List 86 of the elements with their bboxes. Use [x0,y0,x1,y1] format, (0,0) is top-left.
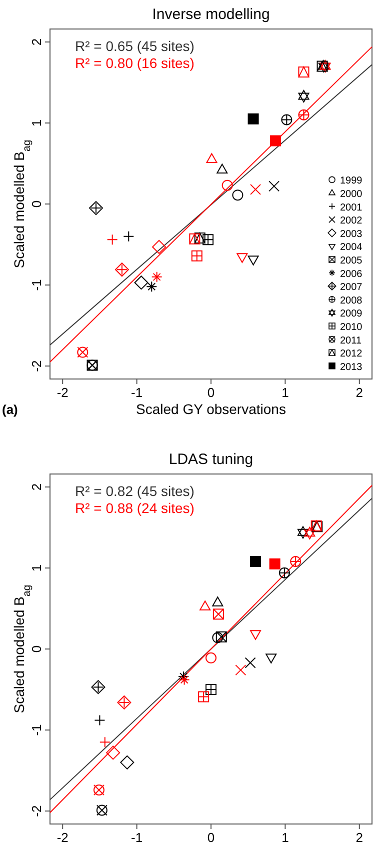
y-tick-label: 2 [29,483,44,491]
x-tick-label: 2 [356,385,364,400]
x-tick-label: 0 [207,385,215,400]
legend-label: 2003 [340,228,363,240]
point [236,253,248,263]
x-tick-label: -2 [56,830,68,844]
legend-label: 2012 [340,348,363,360]
point [91,680,106,694]
y-tick-label: -1 [29,724,44,736]
point [93,784,104,796]
chart-title: LDAS tuning [168,451,254,468]
point [200,600,211,610]
point [248,256,259,266]
legend-label: 2004 [340,242,363,254]
point [290,556,302,567]
text: R² = 0.82 (45 sites) [75,483,194,499]
legend-label: 2002 [340,216,363,227]
point [212,608,224,620]
point [202,234,214,246]
x-tick-label: -2 [56,385,68,400]
x-tick-label: 0 [207,830,215,844]
point [178,674,190,686]
chart-title: Inverse modelling [152,6,270,23]
point [298,109,310,120]
legend-label: 2011 [340,335,362,346]
point [212,596,224,606]
point [281,114,292,126]
point [269,558,280,570]
point [298,90,310,102]
point [89,201,103,216]
point [189,233,200,244]
point [194,232,206,244]
point [191,250,202,262]
point [117,695,132,710]
point [206,684,216,696]
y-tick-label: -2 [29,805,44,817]
legend-label: 2007 [340,282,363,294]
point [298,526,308,539]
point [152,240,166,254]
legend-label: 2013 [340,362,363,373]
legend-label: 2010 [340,322,363,333]
point [232,190,244,201]
y-tick-label: 2 [29,38,44,46]
y-tick-label: 1 [29,119,44,127]
point [120,755,134,770]
point [250,630,262,640]
y-tick-label: -2 [29,360,44,372]
point [106,746,120,760]
text: (a) [2,402,18,417]
point [304,526,316,540]
point [298,66,310,78]
x-tick-label: -1 [131,385,143,400]
point [216,631,227,642]
legend-label: 2009 [340,308,363,320]
legend-label: 1999 [340,176,363,187]
point [244,657,256,668]
point [114,262,129,277]
point [248,113,259,124]
point [206,153,218,163]
legend-label: 2006 [340,268,363,280]
point [278,567,290,578]
y-tick-label: 0 [29,200,44,208]
point [134,276,148,290]
legend-label: 2000 [340,188,363,200]
x-tick-label: -1 [131,830,143,844]
y-tick-label: 0 [29,645,44,653]
point [77,346,88,358]
legend-label: 2008 [340,295,363,306]
point [146,281,158,292]
x-axis-title: Scaled GY observations [136,401,286,417]
legend-label: 2005 [340,255,363,266]
text: R² = 0.80 (16 sites) [75,55,194,71]
legend-label: 2001 [340,202,363,214]
point [250,556,262,567]
x-tick-label: 1 [282,830,289,844]
point [216,164,228,174]
x-tick-label: 2 [356,830,364,844]
y-tick-label: 1 [29,564,44,572]
point [198,691,210,702]
y-tick-label: -1 [29,279,44,291]
text: R² = 0.65 (45 sites) [75,38,194,54]
point [270,135,282,146]
point [96,804,108,816]
text: R² = 0.88 (24 sites) [75,500,194,516]
x-tick-label: 1 [282,385,289,400]
point [266,654,277,664]
